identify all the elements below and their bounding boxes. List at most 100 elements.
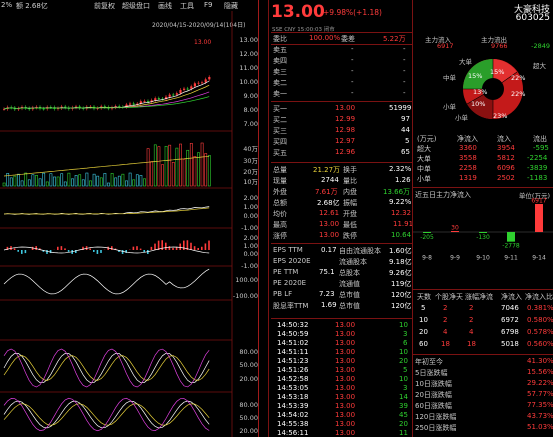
order-row[interactable]: 买二 12.99 97	[271, 115, 412, 124]
stats-table: 总量 21.27万 换手 2.32% 现量 2744 量比 1.26 外盘 7.61万 内盘 13…	[271, 165, 413, 243]
left-amount: 额 2.68亿	[16, 2, 48, 10]
period-cell: 2	[443, 316, 448, 324]
period-col: 涨幅净流	[465, 293, 493, 301]
divider	[413, 187, 553, 188]
macd-histogram-bar	[64, 248, 66, 250]
fund-value: 0.17	[321, 246, 337, 254]
stat-label: 跌停	[343, 232, 357, 240]
fund-row: PB LF 7.23 总市值 120亿	[271, 290, 412, 299]
order-price: 13.00	[335, 104, 356, 112]
price-tick: 11.00	[239, 64, 258, 72]
macd-histogram-bar	[89, 248, 91, 250]
volume-bar	[9, 177, 13, 187]
volume-bar	[186, 149, 190, 187]
macd-histogram-bar	[139, 248, 142, 250]
macd2-tick: 0.00	[243, 250, 258, 258]
candle-body	[172, 94, 175, 96]
tick-price: 13.00	[335, 375, 356, 383]
divider	[271, 243, 412, 244]
kdj-k-line	[3, 352, 210, 384]
volume-bar	[197, 152, 200, 187]
macd-histogram-bar	[93, 250, 95, 252]
macd-histogram-bar	[31, 246, 34, 250]
order-price: 12.96	[335, 148, 356, 156]
divider	[271, 162, 412, 163]
toolbar-huaxian[interactable]: 画线	[158, 2, 172, 10]
period-cell: 5	[421, 304, 426, 312]
pie-label-small2: 小单	[455, 114, 468, 122]
macd-histogram-bar	[42, 250, 45, 252]
order-price: 12.99	[335, 115, 356, 123]
volume-bar	[107, 182, 110, 187]
volume-bar	[78, 174, 82, 187]
flow-bar-value: -205	[420, 234, 434, 241]
fund-label: 股息率TTM	[273, 302, 309, 310]
five-day-unit: 单位(万元)	[518, 192, 550, 200]
macd-histogram-bar	[143, 250, 145, 253]
macd-histogram-bar	[13, 248, 16, 250]
tick-row: 14:51:26 13.00 5	[271, 366, 412, 375]
kline-chart[interactable]	[0, 0, 258, 437]
tick-vol: 39	[399, 402, 408, 410]
candle-body	[64, 106, 67, 108]
volume-bar	[150, 161, 154, 187]
fund-label: PB LF	[273, 290, 293, 298]
stats-row: 总额 2.68亿 振幅 9.22%	[271, 198, 412, 207]
candle-body	[75, 106, 78, 108]
period-col: 个股净天	[435, 293, 463, 301]
order-row[interactable]: 卖四 - -	[271, 56, 412, 65]
flow-in: 6096	[497, 164, 515, 172]
return-row: 250日涨跌幅 51.03%	[413, 423, 553, 432]
macd2-tick: 2.00	[243, 234, 258, 242]
order-row[interactable]: 买一 13.00 51999	[271, 104, 412, 113]
last-price-tag: 13.00	[194, 39, 212, 46]
stat-value: 21.27万	[313, 166, 341, 174]
toolbar-chaoji-pankou[interactable]: 超级盘口	[122, 2, 150, 10]
macd-histogram-bar	[111, 246, 113, 250]
volume-bar	[6, 173, 10, 187]
order-label: 买四	[273, 138, 287, 146]
pie-separator	[466, 88, 494, 105]
flow-name: 大单	[417, 155, 431, 163]
tick-price: 13.00	[335, 393, 356, 401]
order-row[interactable]: 卖二 - -	[271, 78, 412, 87]
toolbar-qianfuquan[interactable]: 前复权	[94, 2, 115, 10]
order-price: -	[351, 67, 354, 75]
order-row[interactable]: 买五 12.96 65	[271, 148, 412, 157]
toolbar-gongju[interactable]: 工具	[180, 2, 194, 10]
chart-panel: 2% 额 2.68亿 前复权 超级盘口 画线 工具 F9 隐藏 2020/04/…	[0, 0, 258, 437]
tick-list[interactable]: 14:50:32 13.00 10 14:50:59 13.00 3 14:51:02 1…	[271, 321, 412, 437]
period-cell: 0.578%	[527, 328, 553, 336]
volume-bar	[89, 180, 92, 187]
stat-label: 均价	[273, 210, 287, 218]
tick-time: 14:53:39	[277, 402, 309, 410]
volume-bar	[49, 173, 53, 187]
volume-bar	[204, 153, 208, 187]
stat-label: 开盘	[343, 210, 357, 218]
toolbar-f9[interactable]: F9	[204, 1, 213, 9]
candle-body	[136, 103, 139, 105]
volume-bar	[161, 164, 164, 187]
macd-histogram-bar	[197, 247, 199, 250]
order-row[interactable]: 卖一 - -	[271, 89, 412, 98]
buy-orders: 买一 13.00 51999 买二 12.99 97 买三 12.98 44 买四 12.97…	[271, 104, 412, 160]
order-row[interactable]: 卖三 - -	[271, 67, 412, 76]
flow-in-title: 主力流入	[425, 36, 451, 44]
stat-value: 13.00	[319, 220, 340, 228]
return-label: 10日涨跌幅	[415, 380, 452, 388]
tick-vol: 10	[399, 375, 408, 383]
flow-header: 流出	[533, 135, 547, 143]
macd-histogram-bar	[107, 246, 109, 250]
order-row[interactable]: 卖五 - -	[271, 45, 412, 54]
current-price: 13.00	[271, 2, 325, 22]
order-row[interactable]: 买三 12.98 44	[271, 126, 412, 135]
volume-bar	[74, 175, 78, 187]
fund-value: 1.60亿	[389, 247, 412, 255]
volume-bar	[96, 175, 100, 187]
pie-label-super: 超大	[533, 62, 546, 70]
tick-price: 13.00	[335, 366, 356, 374]
stat-value: 2.68亿	[317, 199, 340, 207]
order-row[interactable]: 买四 12.97 5	[271, 137, 412, 146]
toolbar-yincang[interactable]: 隐藏	[224, 2, 238, 10]
stat-value: 10.64	[391, 231, 412, 239]
